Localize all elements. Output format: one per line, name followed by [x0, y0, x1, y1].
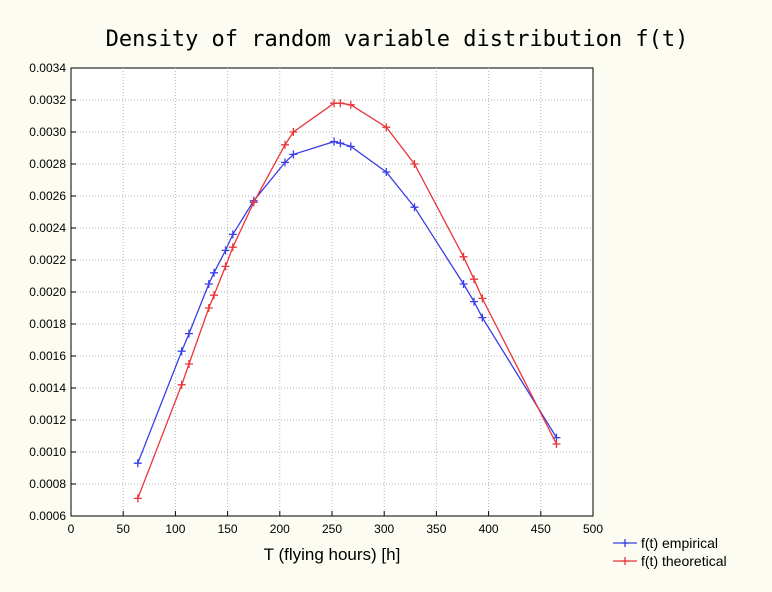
data-point: [184, 360, 193, 368]
x-tick-label: 300: [374, 522, 394, 536]
y-tick-label: 0.0032: [29, 93, 66, 107]
data-point: [478, 313, 487, 322]
legend-label: f(t) theoretical: [641, 553, 727, 569]
x-tick-label: 200: [270, 522, 290, 536]
series-layer: [133, 99, 561, 503]
data-point: [177, 380, 186, 389]
data-point: [281, 158, 290, 167]
x-tick-label: 250: [322, 522, 342, 536]
y-tick-label: 0.0022: [29, 253, 66, 267]
data-point: [249, 198, 258, 207]
y-tick-label: 0.0026: [29, 189, 66, 203]
data-point: [459, 280, 468, 288]
data-point: [552, 440, 561, 448]
data-point: [336, 139, 345, 148]
x-tick-label: 0: [68, 522, 75, 536]
x-axis-ticks: 0 50 100 150 200 250 300 350 400 450 500: [68, 511, 603, 536]
legend-item: f(t) theoretical: [613, 553, 727, 569]
data-point: [281, 140, 290, 149]
data-point: [221, 246, 230, 255]
data-point: [228, 243, 237, 252]
series-theoretical: [133, 99, 561, 503]
data-point: [410, 203, 419, 212]
data-point: [221, 262, 230, 271]
legend-item: f(t) empirical: [613, 535, 718, 551]
data-point: [346, 100, 355, 109]
data-point: [478, 294, 487, 303]
x-tick-label: 400: [479, 522, 499, 536]
series-empirical: [133, 137, 561, 468]
legend-marker: [621, 539, 629, 547]
data-point: [469, 297, 478, 306]
data-point: [382, 168, 391, 176]
y-tick-label: 0.0014: [29, 381, 66, 395]
legend-marker: [621, 557, 629, 565]
x-tick-label: 50: [117, 522, 131, 536]
data-point: [228, 230, 237, 239]
y-tick-label: 0.0012: [29, 413, 66, 427]
y-axis-ticks: 0.0006 0.0008 0.0010 0.0012 0.0014 0.0016 0.00…: [29, 61, 76, 523]
legend-label: f(t) empirical: [641, 535, 718, 551]
data-point: [204, 304, 213, 312]
data-point: [382, 123, 391, 132]
data-point: [410, 160, 419, 168]
data-point: [133, 459, 142, 468]
y-tick-label: 0.0010: [29, 445, 66, 459]
data-point: [289, 150, 298, 159]
data-point: [459, 252, 468, 261]
data-point: [469, 275, 478, 284]
y-tick-label: 0.0030: [29, 125, 66, 139]
x-tick-label: 500: [583, 522, 603, 536]
data-point: [210, 291, 219, 300]
data-point: [204, 280, 213, 288]
data-point: [289, 128, 298, 136]
data-point: [336, 99, 345, 108]
x-tick-label: 100: [165, 522, 185, 536]
data-point: [330, 137, 339, 146]
grid-lines: [71, 68, 593, 516]
y-tick-label: 0.0006: [29, 509, 66, 523]
data-point: [184, 329, 193, 338]
y-tick-label: 0.0024: [29, 221, 66, 235]
y-tick-label: 0.0016: [29, 349, 66, 363]
data-point: [346, 142, 355, 151]
x-tick-label: 350: [426, 522, 446, 536]
y-tick-label: 0.0008: [29, 477, 66, 491]
legend: f(t) empirical f(t) theoretical: [613, 535, 727, 569]
y-tick-label: 0.0020: [29, 285, 66, 299]
y-tick-label: 0.0018: [29, 317, 66, 331]
x-tick-label: 150: [218, 522, 238, 536]
x-axis-label: T (flying hours) [h]: [264, 545, 401, 564]
x-tick-label: 450: [531, 522, 551, 536]
data-point: [210, 268, 219, 277]
chart-title: Density of random variable distribution …: [106, 27, 689, 52]
y-tick-label: 0.0034: [29, 61, 66, 75]
data-point: [177, 347, 186, 356]
y-tick-label: 0.0028: [29, 157, 66, 171]
data-point: [133, 494, 142, 503]
